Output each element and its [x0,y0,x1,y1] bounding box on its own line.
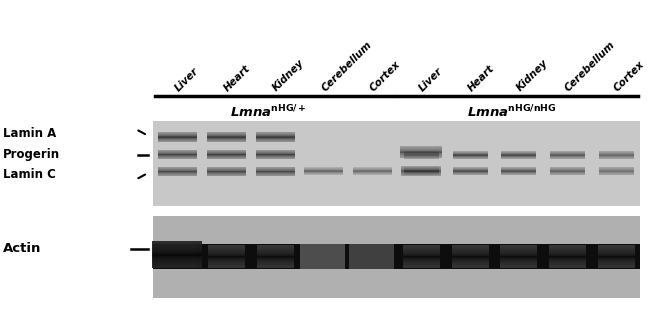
Text: Liver: Liver [174,65,201,93]
Text: $\bfit{Lmna}$$\mathregular{^{nHG/+}}$: $\bfit{Lmna}$$\mathregular{^{nHG/+}}$ [230,104,306,121]
Text: Kidney: Kidney [271,58,306,93]
Text: Cortex: Cortex [612,59,647,93]
Bar [153,244,640,269]
Text: Lamin C: Lamin C [3,168,56,181]
Bar [348,244,393,269]
Text: Heart: Heart [222,63,252,93]
Text: Cerebellum: Cerebellum [320,39,374,93]
Text: Heart: Heart [466,63,496,93]
Bar [153,121,640,206]
Text: $\bfit{Lmna}$$\mathregular{^{nHG/nHG}}$: $\bfit{Lmna}$$\mathregular{^{nHG/nHG}}$ [467,104,556,121]
Bar [153,216,640,298]
Text: Actin: Actin [3,242,42,255]
Bar [300,244,344,269]
Text: Liver: Liver [417,65,445,93]
Text: Cortex: Cortex [369,59,403,93]
Text: Cerebellum: Cerebellum [564,39,617,93]
Text: Lamin A: Lamin A [3,127,57,140]
Text: Kidney: Kidney [515,58,550,93]
Text: Progerin: Progerin [3,148,60,162]
